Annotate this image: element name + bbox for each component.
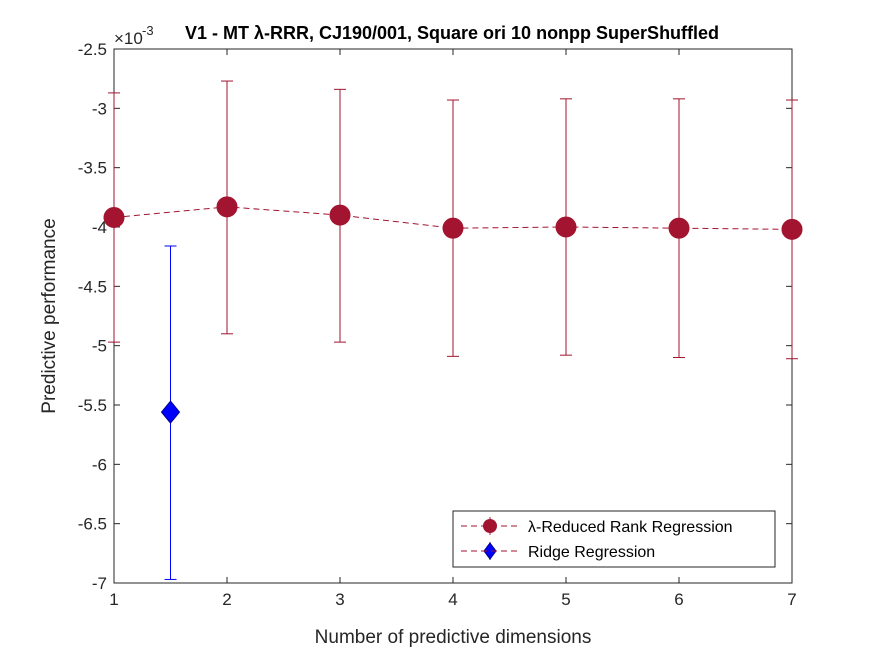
legend-rrr-label: λ-Reduced Rank Regression bbox=[528, 519, 733, 536]
data-point bbox=[103, 207, 125, 229]
legend-box bbox=[452, 510, 776, 568]
y-tick-label: -4.5 bbox=[78, 277, 107, 296]
data-point bbox=[668, 217, 690, 239]
y-tick-label: -6 bbox=[92, 455, 107, 474]
x-tick-label: 5 bbox=[561, 590, 570, 609]
legend-ridge-marker bbox=[483, 542, 497, 560]
series-layer bbox=[103, 80, 803, 580]
series-0 bbox=[103, 80, 803, 360]
legend: λ-Reduced Rank Regression Ridge Regressi… bbox=[452, 510, 776, 568]
x-tick-label: 2 bbox=[222, 590, 231, 609]
y-tick-label: -5 bbox=[92, 337, 107, 356]
y-tick-label: -2.5 bbox=[78, 40, 107, 59]
data-point bbox=[329, 204, 351, 226]
y-tick-label: -3 bbox=[92, 99, 107, 118]
y-exponent-power: -3 bbox=[142, 23, 154, 38]
data-point bbox=[442, 217, 464, 239]
x-tick-label: 4 bbox=[448, 590, 457, 609]
y-axis-label: Predictive performance bbox=[39, 218, 60, 413]
y-exponent-base: ×10 bbox=[114, 29, 143, 48]
y-tick-label: -3.5 bbox=[78, 159, 107, 178]
data-point bbox=[160, 400, 181, 424]
chart-title: V1 - MT λ-RRR, CJ190/001, Square ori 10 … bbox=[185, 23, 719, 43]
legend-rrr-marker bbox=[483, 519, 497, 533]
legend-ridge-label: Ridge Regression bbox=[528, 544, 655, 561]
x-tick-label: 7 bbox=[787, 590, 796, 609]
y-tick-label: -7 bbox=[92, 574, 107, 593]
data-point bbox=[555, 216, 577, 238]
x-tick-label: 1 bbox=[109, 590, 118, 609]
data-point bbox=[216, 196, 238, 218]
x-axis-label: Number of predictive dimensions bbox=[315, 627, 592, 648]
data-point bbox=[781, 218, 803, 240]
y-tick-label: -5.5 bbox=[78, 396, 107, 415]
axis-ticks: 1 2 3 4 5 6 7 -2.5 -3 -3.5 -4 -4.5 -5 -5.5 -6 -6.5 -7 bbox=[78, 40, 797, 609]
x-tick-label: 6 bbox=[674, 590, 683, 609]
y-tick-label: -4 bbox=[92, 218, 107, 237]
series-1 bbox=[160, 245, 181, 580]
x-tick-label: 3 bbox=[335, 590, 344, 609]
y-tick-label: -6.5 bbox=[78, 515, 107, 534]
